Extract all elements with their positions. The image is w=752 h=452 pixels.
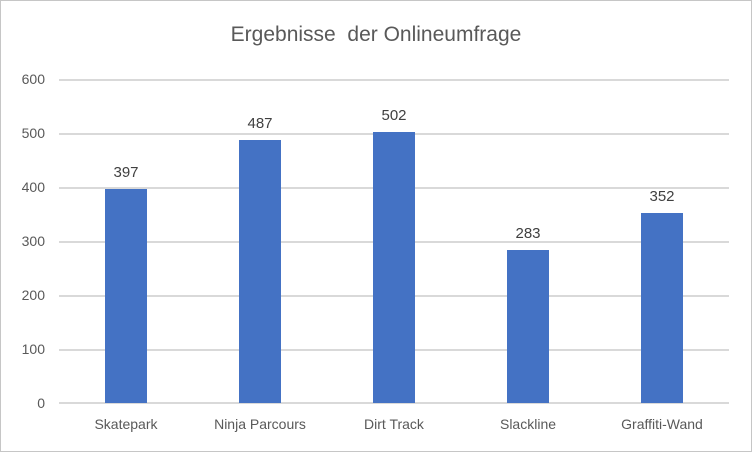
data-label-graffiti-wand: 352: [649, 187, 675, 205]
x-category-label-graffiti-wand: Graffiti-Wand: [621, 416, 703, 432]
y-tick-label-300: 300: [21, 233, 45, 249]
y-tick-label-200: 200: [21, 287, 45, 303]
gridline-600: [59, 79, 729, 81]
x-category-label-slackline: Slackline: [499, 416, 557, 432]
bar-slackline[interactable]: [507, 250, 549, 403]
y-tick-label-0: 0: [37, 395, 45, 411]
y-tick-label-600: 600: [21, 71, 45, 87]
bar-skatepark[interactable]: [105, 188, 147, 403]
y-tick-label-100: 100: [21, 341, 45, 357]
x-category-label-ninja-parcours: Ninja Parcours: [214, 416, 306, 432]
data-label-skatepark: 397: [113, 163, 139, 181]
x-category-label-skatepark: Skatepark: [94, 416, 158, 432]
x-category-label-dirt-track: Dirt Track: [364, 416, 424, 432]
bar-ninja-parcours[interactable]: [239, 140, 281, 403]
plot-area: 397 487 502 283 352: [59, 79, 729, 404]
data-label-slackline: 283: [515, 225, 541, 243]
chart-title: Ergebnisse der Onlineumfrage: [230, 23, 522, 46]
data-label-dirt-track: 502: [381, 106, 407, 124]
y-tick-label-400: 400: [21, 179, 45, 195]
y-tick-label-500: 500: [21, 125, 45, 141]
bar-dirt-track[interactable]: [373, 131, 415, 403]
data-label-ninja-parcours: 487: [247, 115, 273, 133]
x-axis-line: [59, 402, 729, 404]
bar-graffiti-wand[interactable]: [641, 212, 683, 403]
